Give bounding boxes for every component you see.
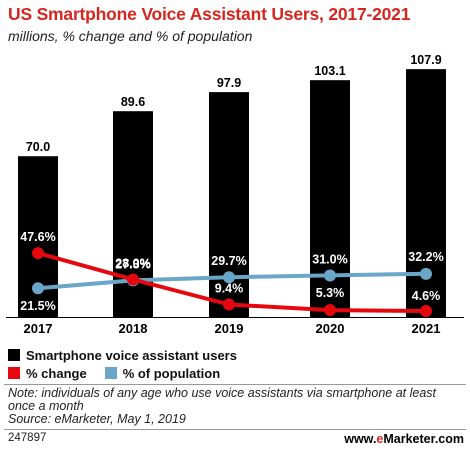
chart-legend: Smartphone voice assistant users % chang… [8,346,255,382]
bar-2020 [310,80,350,318]
population-point-2017 [32,282,44,295]
legend-label-population: % of population [122,365,221,381]
x-tick-label-2017: 2017 [24,321,53,336]
population-label-2020: 31.0% [312,252,347,266]
bar-label-2021: 107.9 [410,53,441,67]
emarketer-logo[interactable]: www.eMarketer.com [344,432,464,446]
population-point-2021 [420,267,432,280]
brand-suffix: .com [434,432,464,446]
change-label-2019: 9.4% [215,282,244,296]
population-point-2019 [223,271,235,284]
change-point-2020 [324,304,336,317]
chart-subtitle: millions, % change and % of population [8,28,253,44]
change-point-2019 [223,298,235,311]
population-label-2021: 32.2% [408,250,443,264]
divider-bottom [4,429,466,430]
legend-swatch-users [8,349,20,361]
x-tick-label-2020: 2020 [316,321,345,336]
change-label-2018: 28.0% [115,256,150,270]
bar-label-2017: 70.0 [26,140,50,154]
legend-label-change: % change [26,365,87,381]
bar-label-2020: 103.1 [314,64,345,78]
legend-item-change: % change [8,366,87,381]
chart-note: Note: individuals of any age who use voi… [8,387,464,426]
change-point-2018 [127,273,139,286]
legend-label-users: Smartphone voice assistant users [26,347,237,363]
x-tick-label-2021: 2021 [412,321,441,336]
change-point-2017 [32,247,44,260]
brand-e: e [376,432,384,446]
x-tick-label-2018: 2018 [119,321,148,336]
chart-plot: 70.0 89.6 97.9 103.1 107.9 47.6% 28.0% 9.4% 5.3%… [6,53,464,336]
population-point-2020 [324,269,336,282]
brand-rest: Marketer [383,432,435,446]
chart-id: 247897 [8,432,47,444]
change-label-2021: 4.6% [412,289,441,303]
bar-label-2018: 89.6 [121,95,145,109]
population-label-2017: 21.5% [20,299,55,313]
legend-swatch-change [8,367,20,379]
legend-item-population: % of population [104,365,221,381]
brand-prefix: www. [344,432,377,446]
change-label-2017: 47.6% [20,230,55,244]
change-label-2020: 5.3% [316,286,345,300]
legend-swatch-population [104,367,117,379]
population-label-2018: 27.3% [115,257,150,271]
note-text: Note: individuals of any age who use voi… [8,386,437,413]
source-text: Source: eMarketer, May 1, 2019 [8,412,186,426]
bar-label-2019: 97.9 [217,76,241,90]
chart-footer: 247897 www.eMarketer.com [8,432,464,446]
x-tick-label-2019: 2019 [215,321,244,336]
divider-top [4,384,466,385]
chart-title: US Smartphone Voice Assistant Users, 201… [8,4,411,24]
population-label-2019: 29.7% [211,254,246,268]
legend-item-users: Smartphone voice assistant users [8,348,237,363]
change-point-2021 [420,305,432,317]
